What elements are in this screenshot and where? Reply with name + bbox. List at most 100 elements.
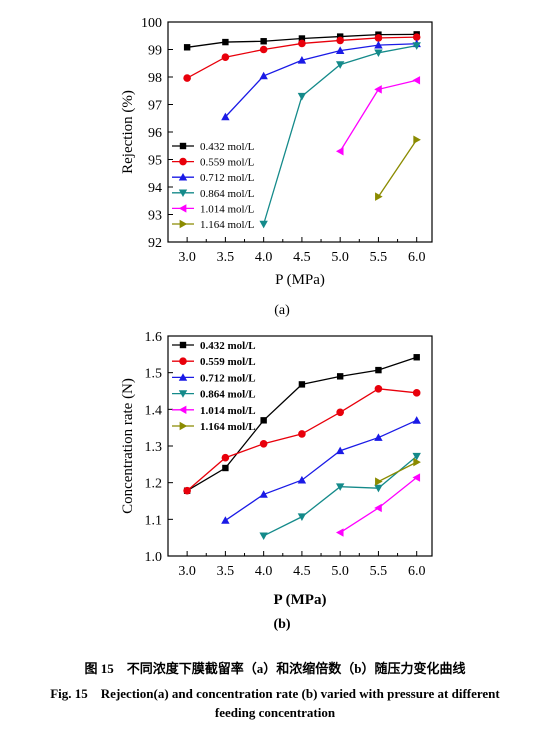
- legend-marker: [178, 373, 188, 381]
- data-point: [259, 45, 268, 54]
- legend-marker: [179, 157, 187, 166]
- y-tick-label: 1.6: [145, 330, 163, 345]
- legend-entry-label: 0.559 mol/L: [200, 356, 256, 368]
- data-point: [297, 92, 307, 101]
- chart-b-concentration-rate: 3.0 3.5 4.0 4.5 5.0 5.5 6.0 1.0 1.1 1.2 1.3 1.4 1.5 1…: [120, 330, 433, 632]
- data-point: [374, 484, 383, 493]
- legend-marker: [179, 421, 188, 431]
- x-tick-label: 6.0: [408, 250, 426, 265]
- data-point: [221, 453, 230, 462]
- legend-marker: [178, 390, 188, 398]
- chart-a-rejection: 3.0 3.5 4.0 4.5 5.0 5.5 6.0 92 93 94 95 96 97 98 99 100…: [120, 16, 433, 318]
- series-line: [224, 43, 417, 118]
- y-axis-label: Rejection (%): [120, 90, 136, 174]
- legend-marker: [179, 341, 187, 349]
- data-point: [222, 464, 229, 472]
- x-tick-label: 4.5: [293, 250, 311, 265]
- data-point: [298, 430, 306, 438]
- series-1164: [375, 457, 421, 486]
- data-point: [335, 446, 345, 455]
- data-point: [259, 71, 268, 80]
- data-point: [374, 433, 383, 441]
- plot-frame: [167, 335, 433, 557]
- data-point: [298, 39, 306, 48]
- data-point: [183, 44, 191, 51]
- series-0864: [259, 452, 421, 541]
- legend-entry-label: 0.712 mol/L: [200, 172, 255, 184]
- x-axis-label: P (MPa): [275, 272, 325, 288]
- data-point: [298, 35, 306, 42]
- x-tick-label: 5.5: [370, 564, 388, 579]
- subplot-label: (b): [273, 617, 290, 632]
- data-point: [335, 147, 344, 156]
- legend-entry-label: 1.014 mol/L: [200, 405, 256, 417]
- data-point: [374, 49, 383, 57]
- data-point: [183, 486, 191, 495]
- data-point: [259, 220, 268, 229]
- data-point: [336, 36, 344, 45]
- legend-entry-label: 0.864 mol/L: [200, 188, 255, 200]
- data-point: [335, 483, 345, 491]
- x-tick-label: 4.0: [255, 564, 273, 579]
- y-tick-label: 99: [148, 44, 162, 59]
- data-point: [374, 40, 383, 49]
- legend-entry-label: 1.164 mol/L: [200, 421, 256, 433]
- series-1164: [375, 135, 421, 201]
- data-point: [374, 385, 383, 393]
- y-tick-label: 1.2: [145, 477, 163, 492]
- x-tick-label: 5.0: [331, 250, 349, 265]
- y-tick-label: 96: [148, 126, 162, 141]
- data-point: [336, 408, 344, 417]
- x-tick-label: 5.5: [370, 250, 388, 265]
- legend-marker: [178, 405, 187, 414]
- data-point: [336, 33, 344, 40]
- caption-en-line1: Fig. 15 Rejection(a) and concentration r…: [50, 686, 500, 701]
- data-point: [183, 74, 191, 82]
- series-0559: [183, 33, 421, 82]
- x-tick-label: 3.0: [178, 250, 196, 265]
- y-tick-label: 93: [148, 209, 162, 224]
- series-line: [225, 419, 417, 521]
- legend-entry-label: 1.014 mol/L: [200, 203, 255, 215]
- data-point: [221, 53, 230, 61]
- legend-marker: [179, 357, 187, 366]
- data-point: [374, 85, 382, 94]
- data-point: [375, 477, 383, 486]
- y-tick-label: 94: [148, 181, 162, 196]
- data-point: [374, 503, 382, 513]
- data-point: [298, 381, 306, 388]
- legend: 0.432 mol/L 0.559 mol/L 0.712 mol/L 0.864 m…: [172, 141, 255, 231]
- data-point: [297, 513, 307, 521]
- data-point: [412, 389, 421, 397]
- legend-marker: [179, 142, 187, 150]
- data-point: [259, 490, 268, 498]
- data-point: [335, 61, 345, 69]
- legend-marker: [178, 204, 187, 213]
- series-0559: [183, 385, 421, 495]
- y-tick-label: 92: [148, 236, 162, 251]
- legend-entry-label: 0.432 mol/L: [200, 340, 256, 352]
- data-point: [412, 416, 421, 424]
- data-point: [259, 532, 268, 541]
- data-point: [260, 38, 267, 45]
- y-tick-label: 1.1: [145, 513, 163, 528]
- data-point: [221, 516, 230, 524]
- y-tick-label: 1.4: [145, 403, 163, 418]
- data-point: [412, 33, 421, 41]
- data-point: [374, 34, 383, 42]
- legend: 0.432 mol/L 0.559 mol/L 0.712 mol/L 0.864 m…: [172, 340, 256, 433]
- x-tick-label: 4.5: [293, 564, 311, 579]
- data-point: [412, 452, 421, 461]
- data-point: [335, 46, 345, 54]
- y-axis-label: Concentration rate (N): [120, 378, 136, 514]
- caption-zh: 图 15 不同浓度下膜截留率（a）和浓缩倍数（b）随压力变化曲线: [84, 661, 466, 676]
- x-tick-label: 3.5: [217, 250, 235, 265]
- legend-marker: [179, 219, 188, 229]
- y-tick-label: 100: [141, 16, 162, 31]
- legend-entry-label: 0.712 mol/L: [200, 372, 256, 384]
- data-point: [412, 76, 421, 85]
- y-tick-label: 97: [148, 99, 162, 114]
- data-point: [375, 366, 382, 374]
- subplot-label: (a): [274, 303, 290, 318]
- legend-marker: [178, 189, 188, 197]
